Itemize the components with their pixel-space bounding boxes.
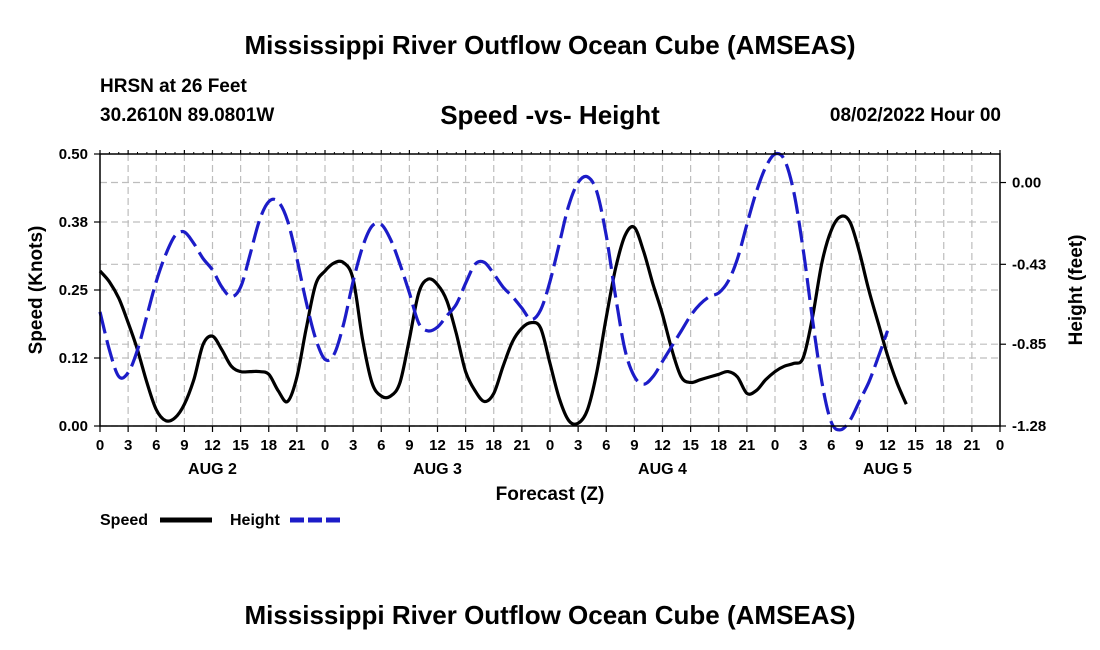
x-tick-label: 21 bbox=[739, 437, 756, 454]
y2-tick-label: -1.28 bbox=[1012, 418, 1046, 435]
x-tick-label: 3 bbox=[574, 437, 582, 454]
y-tick-label: 0.38 bbox=[59, 214, 88, 231]
y-tick-label: 0.12 bbox=[59, 350, 88, 367]
x-tick-label: 9 bbox=[855, 437, 863, 454]
y-axis-label: Speed (Knots) bbox=[26, 226, 47, 355]
y2-tick-label: -0.85 bbox=[1012, 336, 1046, 353]
coordinates-label: 30.2610N 89.0801W bbox=[100, 105, 275, 126]
x-tick-label: 21 bbox=[289, 437, 306, 454]
x-tick-label: 6 bbox=[377, 437, 385, 454]
x-tick-label: 0 bbox=[996, 437, 1004, 454]
legend-height-label: Height bbox=[230, 512, 280, 529]
x-tick-label: 0 bbox=[321, 437, 329, 454]
x-tick-label: 18 bbox=[710, 437, 727, 454]
x-tick-label: 15 bbox=[457, 437, 474, 454]
legend: Speed Height bbox=[100, 512, 342, 529]
y2-tick-label: -0.43 bbox=[1012, 256, 1046, 273]
day-label: AUG 5 bbox=[863, 461, 912, 478]
x-tick-label: 0 bbox=[96, 437, 104, 454]
chart-subtitle: Speed -vs- Height bbox=[440, 100, 660, 130]
footer-title: Mississippi River Outflow Ocean Cube (AM… bbox=[244, 600, 856, 630]
x-tick-label: 18 bbox=[935, 437, 952, 454]
x-tick-label: 6 bbox=[827, 437, 835, 454]
x-tick-label: 3 bbox=[124, 437, 132, 454]
series-speed-line bbox=[98, 214, 908, 426]
grid-lines bbox=[100, 154, 1000, 427]
y2-tick-label: 0.00 bbox=[1012, 175, 1041, 192]
x-tick-label: 9 bbox=[405, 437, 413, 454]
x-tick-label: 18 bbox=[485, 437, 502, 454]
x-tick-label: 15 bbox=[682, 437, 699, 454]
y-tick-label: 0.25 bbox=[59, 282, 88, 299]
station-label: HRSN at 26 Feet bbox=[100, 76, 247, 97]
x-tick-label: 12 bbox=[879, 437, 896, 454]
y-tick-label: 0.00 bbox=[59, 418, 88, 435]
x-tick-label: 18 bbox=[260, 437, 277, 454]
x-axis-label: Forecast (Z) bbox=[496, 484, 605, 505]
x-tick-label: 21 bbox=[514, 437, 531, 454]
main-title: Mississippi River Outflow Ocean Cube (AM… bbox=[244, 30, 856, 60]
x-tick-label: 15 bbox=[232, 437, 249, 454]
legend-speed-label: Speed bbox=[100, 512, 148, 529]
x-tick-label: 15 bbox=[907, 437, 924, 454]
x-tick-label: 12 bbox=[204, 437, 221, 454]
forecast-datetime: 08/02/2022 Hour 00 bbox=[829, 105, 1001, 126]
y-tick-label: 0.50 bbox=[59, 146, 88, 163]
day-label: AUG 3 bbox=[413, 461, 462, 478]
x-tick-label: 3 bbox=[349, 437, 357, 454]
x-tick-label: 6 bbox=[602, 437, 610, 454]
x-tick-label: 0 bbox=[771, 437, 779, 454]
x-tick-label: 9 bbox=[630, 437, 638, 454]
x-tick-label: 21 bbox=[964, 437, 981, 454]
day-label: AUG 2 bbox=[188, 461, 237, 478]
x-tick-label: 6 bbox=[152, 437, 160, 454]
series-layer bbox=[98, 151, 908, 432]
x-tick-label: 0 bbox=[546, 437, 554, 454]
axes-layer: 0 3 6 9 12 15 18 21 0 3 6 9 12 15 18 21 0 3 6 9 12 15 18 21 0 3 6 9… bbox=[59, 146, 1046, 478]
x-tick-label: 9 bbox=[180, 437, 188, 454]
day-label: AUG 4 bbox=[638, 461, 687, 478]
x-tick-label: 12 bbox=[654, 437, 671, 454]
x-tick-label: 12 bbox=[429, 437, 446, 454]
x-tick-label: 3 bbox=[799, 437, 807, 454]
y2-axis-label: Height (feet) bbox=[1066, 235, 1087, 346]
